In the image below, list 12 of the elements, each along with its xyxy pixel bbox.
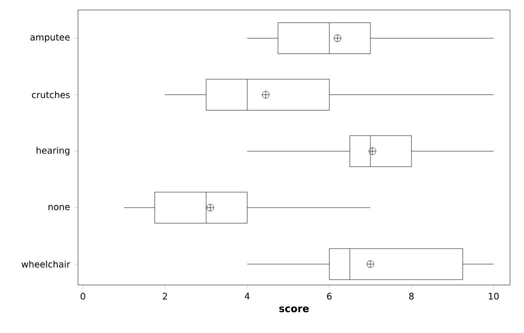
y-tick-label: crutches (32, 91, 70, 98)
x-tick-label: 0 (80, 292, 86, 300)
x-axis-title: score (279, 306, 309, 312)
x-tick-label: 6 (327, 292, 332, 300)
y-tick-label: wheelchair (22, 260, 70, 268)
x-tick-label: 10 (488, 292, 499, 300)
x-tick-label: 4 (244, 292, 250, 300)
y-tick-label: amputee (30, 34, 70, 42)
x-tick-label: 8 (409, 292, 414, 300)
x-tick-label: 2 (162, 292, 168, 300)
y-tick-label: none (48, 205, 70, 210)
y-tick-label: hearing (36, 146, 70, 156)
